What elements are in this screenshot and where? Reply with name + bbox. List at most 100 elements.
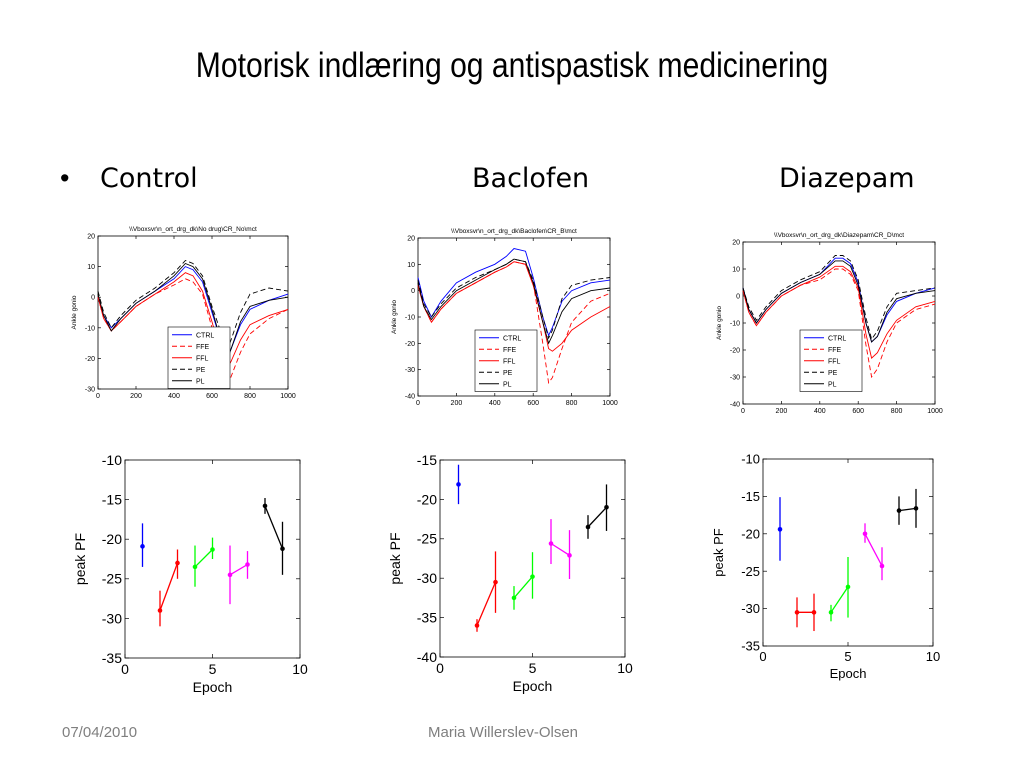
x-tick-label: 200 [451,400,463,407]
x-tick-label: 800 [891,408,903,415]
data-point [913,506,919,511]
data-point [280,546,285,552]
series-line-pe [97,259,289,351]
y-tick-label: -25 [102,571,122,587]
series-line-ffl [97,272,289,369]
series-line [830,586,849,613]
x-tick-label: 800 [244,393,256,400]
legend-label-pe: PE [503,370,513,377]
chart-title: \\Vboxsvr\n_ort_drg_dk\No drug\CR_No\mct [129,226,257,233]
y-axis-label: Ankle gonio [71,295,78,329]
data-point [828,610,834,615]
chart-control-gonio: 0 200 400 600 800 1000 -30 -20 -10 0 10 20 \\Vboxsvr… [71,226,296,400]
legend-label-ffl: FFL [828,358,841,365]
x-tick-label: 5 [844,649,851,664]
x-tick-label: 1000 [602,400,618,407]
y-axis-label: peak PF [711,528,726,576]
y-tick-label: 10 [407,262,415,269]
y-tick-label: -15 [102,492,122,508]
y-tick-label: 10 [87,264,95,271]
x-tick-label: 0 [741,408,745,415]
data-point [794,610,800,615]
y-tick-label: -40 [405,393,415,400]
y-tick-label: -35 [741,639,760,654]
legend-label-ctrl: CTRL [828,335,846,342]
y-tick-label: -30 [417,570,437,586]
y-tick-label: 20 [407,235,415,242]
bullet-marker: • [60,163,70,193]
data-point [493,579,498,585]
y-tick-label: 0 [411,288,415,295]
x-axis-label: Epoch [193,679,233,695]
legend-label-ffl: FFL [196,355,209,362]
y-axis-label: peak PF [72,533,88,585]
y-tick-label: -35 [102,650,122,666]
x-tick-label: 0 [759,649,766,664]
data-point [896,508,902,513]
series-line-pe [742,255,936,341]
data-point [604,504,609,510]
y-tick-label: -20 [417,491,437,507]
x-tick-label: 200 [776,408,788,415]
x-tick-label: 10 [292,661,308,677]
data-point [862,531,868,537]
series-line [194,549,213,568]
series-line [513,576,533,599]
data-point [456,482,461,487]
y-tick-label: 10 [732,266,740,273]
x-tick-label: 200 [130,393,142,400]
y-axis-label: Ankle gonio [391,300,398,334]
footer-author: Maria Willerslev-Olsen [428,724,579,741]
x-tick-label: 5 [209,661,217,677]
y-tick-label: 20 [87,233,95,240]
y-tick-label: -20 [102,531,122,547]
chart-diazepam-peakpf: 0 5 10 -35 -30 -25 -20 -15 -10 Epoch peak PF [711,452,940,681]
data-point [548,541,554,546]
series-line [229,563,248,576]
y-tick-label: -20 [85,356,95,363]
data-point [227,572,233,578]
column-label-control: Control [100,163,198,194]
legend-label-ctrl: CTRL [196,332,214,339]
y-tick-label: -40 [417,649,437,665]
chart-diazepam-gonio: 0 200 400 600 800 1000 -40 -30 -20 -10 0 10 20 \\Vbox… [716,232,943,415]
column-label-baclofen: Baclofen [472,163,590,194]
chart-baclofen-peakpf: 0 5 10 -40 -35 -30 -25 -20 -15 Epoch peak PF [387,452,633,694]
y-tick-label: -10 [741,452,760,467]
y-tick-label: -30 [405,367,415,374]
chart-title: \\Vboxsvr\n_ort_drg_dk\Baclofen\CR_B\mct [451,228,577,235]
series-line-pl [417,258,611,345]
data-point [585,524,591,530]
y-axis-label: Ankle gonio [716,306,723,340]
legend-label-pe: PE [196,367,206,374]
data-point [777,527,783,532]
y-tick-label: -30 [102,610,122,626]
x-tick-label: 0 [96,393,100,400]
plot-frame [762,458,934,647]
y-tick-label: 0 [91,295,95,302]
y-tick-label: -20 [405,341,415,348]
y-tick-label: -25 [417,531,437,547]
series-line [587,506,607,528]
series-line [159,562,179,611]
x-tick-label: 600 [527,400,539,407]
y-tick-label: 20 [732,239,740,246]
series-line-ffl [417,261,611,352]
legend-label-ffe: FFE [196,344,210,351]
data-point [192,564,198,570]
data-point [811,610,817,615]
y-tick-label: -10 [85,325,95,332]
data-point [245,562,250,567]
data-point [530,574,535,579]
series-line-pl [742,260,936,343]
series-line-ffl [742,265,936,359]
y-tick-label: 0 [736,293,740,300]
legend-label-ctrl: CTRL [503,335,521,342]
legend-label-pl: PL [828,381,837,388]
series-line [264,505,284,549]
slide-title: Motorisk indlæring og antispastisk medic… [195,46,829,85]
column-label-diazepam: Diazepam [779,163,915,194]
series-line [550,542,570,556]
y-tick-label: -20 [741,526,760,541]
series-line-pl [97,262,289,360]
